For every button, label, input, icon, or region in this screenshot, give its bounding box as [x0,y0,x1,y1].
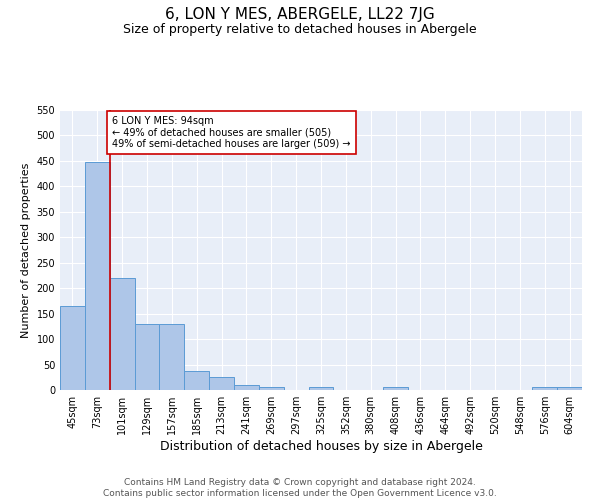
Bar [60,306,85,390]
Text: Size of property relative to detached houses in Abergele: Size of property relative to detached ho… [123,22,477,36]
Text: 6, LON Y MES, ABERGELE, LL22 7JG: 6, LON Y MES, ABERGELE, LL22 7JG [165,8,435,22]
Bar [110,278,134,390]
Bar [85,162,110,390]
Bar [259,388,284,390]
Y-axis label: Number of detached properties: Number of detached properties [21,162,31,338]
Bar [234,385,259,390]
Bar [383,388,408,390]
Bar [134,324,160,390]
Text: 6 LON Y MES: 94sqm
← 49% of detached houses are smaller (505)
49% of semi-detach: 6 LON Y MES: 94sqm ← 49% of detached hou… [112,116,350,150]
Bar [184,371,209,390]
Bar [160,324,184,390]
X-axis label: Distribution of detached houses by size in Abergele: Distribution of detached houses by size … [160,440,482,453]
Bar [209,378,234,390]
Text: Contains HM Land Registry data © Crown copyright and database right 2024.
Contai: Contains HM Land Registry data © Crown c… [103,478,497,498]
Bar [308,388,334,390]
Bar [532,388,557,390]
Bar [557,388,582,390]
